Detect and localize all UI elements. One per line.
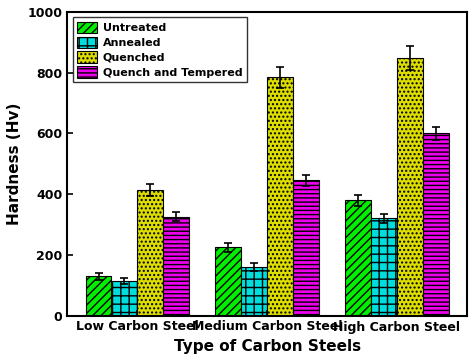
Bar bbox=[345, 200, 371, 316]
Bar bbox=[137, 190, 164, 316]
Y-axis label: Hardness (Hv): Hardness (Hv) bbox=[7, 103, 22, 225]
Bar bbox=[397, 58, 423, 316]
Bar bbox=[85, 276, 111, 316]
Bar bbox=[241, 267, 267, 316]
Legend: Untreated, Annealed, Quenched, Quench and Tempered: Untreated, Annealed, Quenched, Quench an… bbox=[73, 17, 247, 82]
Bar bbox=[423, 134, 449, 316]
Bar bbox=[267, 77, 293, 316]
Bar bbox=[111, 281, 137, 316]
Bar bbox=[215, 247, 241, 316]
X-axis label: Type of Carbon Steels: Type of Carbon Steels bbox=[173, 339, 361, 354]
Bar bbox=[371, 218, 397, 316]
Bar bbox=[293, 180, 319, 316]
Bar bbox=[164, 217, 189, 316]
